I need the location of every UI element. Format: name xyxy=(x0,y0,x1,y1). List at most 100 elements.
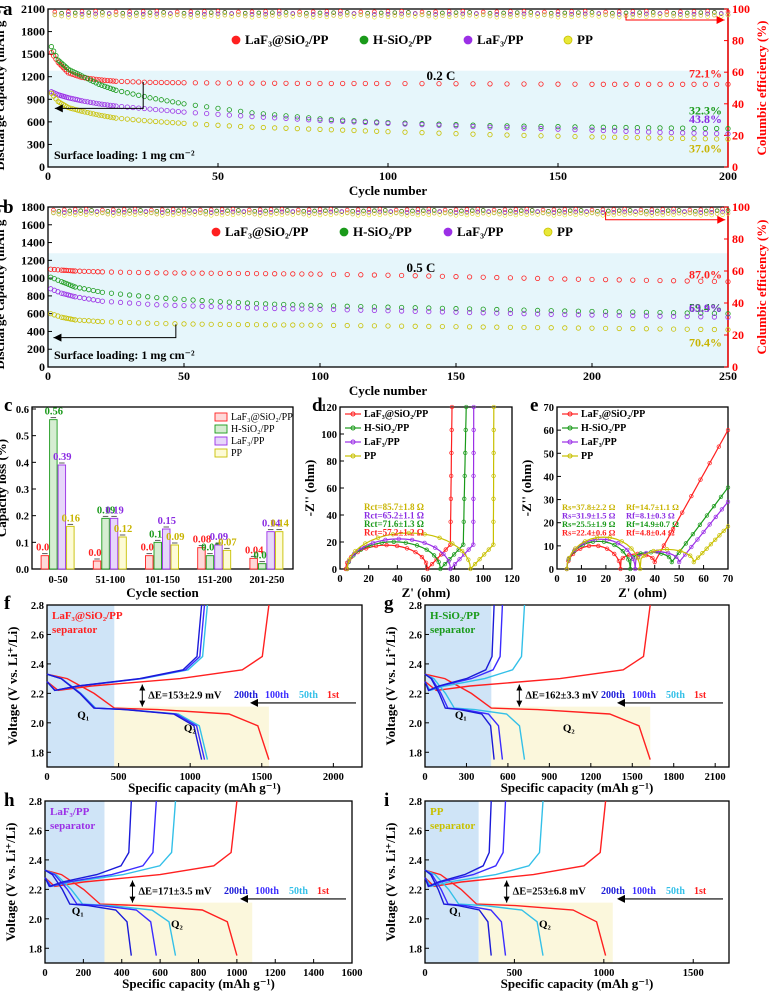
data-point xyxy=(385,129,391,135)
ce-point xyxy=(301,209,306,214)
y-tick-label: 1200 xyxy=(21,70,45,84)
ce-point xyxy=(600,210,606,215)
data-point xyxy=(145,301,151,307)
ce-point xyxy=(508,208,513,214)
nyquist-point xyxy=(413,549,418,555)
data-point xyxy=(412,273,418,279)
data-point xyxy=(480,324,486,330)
nyquist-point xyxy=(462,473,467,479)
ce-point xyxy=(637,13,642,18)
ce-point xyxy=(630,9,636,14)
data-point xyxy=(281,322,287,328)
x-tick-label: 0 xyxy=(422,968,427,979)
nyquist-point xyxy=(363,541,368,546)
ce-point xyxy=(475,206,481,212)
data-point xyxy=(470,81,476,87)
retention-label: 43.8% xyxy=(689,112,722,126)
nyquist-point xyxy=(464,404,469,410)
data-point xyxy=(172,321,178,327)
data-point xyxy=(217,299,223,305)
data-point xyxy=(253,305,260,311)
ce-point xyxy=(351,14,357,19)
ce-point xyxy=(714,211,720,216)
ce-point xyxy=(208,207,214,213)
ce-point xyxy=(208,210,214,215)
data-point xyxy=(371,304,377,310)
ce-point xyxy=(86,10,92,15)
ce-point xyxy=(159,207,165,213)
nyquist-point xyxy=(698,477,703,482)
data-point xyxy=(385,304,391,310)
ce-point xyxy=(600,207,606,213)
nyquist-point xyxy=(713,537,718,542)
ce-point xyxy=(154,14,160,19)
data-point xyxy=(725,279,731,285)
data-point xyxy=(283,115,289,122)
ce-point xyxy=(331,10,336,15)
y-axis-title: Voltage (V vs. Li⁺/Li) xyxy=(383,823,398,942)
y-tick-label: 1600 xyxy=(21,218,45,232)
data-point xyxy=(453,131,459,137)
y-tick-label: 2.2 xyxy=(29,885,42,896)
bar-value-label: 0.19 xyxy=(105,505,123,516)
nyquist-point xyxy=(700,550,705,556)
data-point xyxy=(124,116,130,122)
nyquist-point xyxy=(438,566,443,572)
data-point xyxy=(385,308,391,314)
ce-point xyxy=(242,11,248,16)
data-point xyxy=(698,326,704,332)
nyquist-point xyxy=(466,557,471,562)
nyquist-point xyxy=(433,545,438,550)
ce-point xyxy=(440,10,445,16)
x-axis-title: Specific capacity (mAh g⁻¹) xyxy=(122,976,275,991)
panel-c: 0.00.10.20.30.40.50.60.050.560.390.160-5… xyxy=(0,395,294,600)
data-point xyxy=(698,278,704,284)
ce-point xyxy=(62,213,67,218)
data-point xyxy=(487,124,493,130)
series-1 xyxy=(48,274,731,317)
ce-point xyxy=(236,208,241,213)
cycle-label: 200th xyxy=(224,886,248,897)
y-tick-label: 80 xyxy=(327,457,338,468)
data-point xyxy=(725,314,731,320)
data-point xyxy=(657,129,663,135)
ce-point xyxy=(202,12,207,17)
data-point xyxy=(412,323,418,329)
nyquist-point xyxy=(691,559,696,565)
x-axis-title: Z' (ohm) xyxy=(618,585,667,600)
ce-point xyxy=(671,11,676,16)
y-tick-label: 2.0 xyxy=(29,915,42,926)
ce-point xyxy=(705,14,710,19)
y-tick-label: 100 xyxy=(321,430,337,441)
nyquist-point xyxy=(449,473,454,479)
nyquist-point xyxy=(711,504,717,509)
data-point xyxy=(204,104,210,110)
ce-point xyxy=(149,210,154,216)
x-tick-label: 1800 xyxy=(663,772,684,783)
ce-point xyxy=(176,208,181,214)
nyquist-point xyxy=(463,450,468,456)
x-tick-label: 0 xyxy=(422,772,427,783)
data-point xyxy=(294,114,300,120)
data-point xyxy=(358,307,364,313)
data-point xyxy=(548,325,554,331)
ce-point xyxy=(323,208,328,214)
x-tick-label: 200 xyxy=(719,169,737,183)
retention-label: 72.1% xyxy=(689,66,722,80)
data-point xyxy=(48,44,55,50)
data-point xyxy=(127,300,133,306)
ce-point xyxy=(192,212,198,217)
ce-point xyxy=(165,211,170,217)
y2-tick-label: 40 xyxy=(732,97,744,111)
data-point xyxy=(385,120,391,126)
ce-point xyxy=(548,13,554,19)
data-point xyxy=(521,307,527,313)
data-point xyxy=(521,125,527,131)
data-point xyxy=(702,81,708,87)
data-point xyxy=(317,306,323,312)
ce-point xyxy=(270,13,275,18)
y-axis-title: Discharge capacity (mAh g⁻¹) xyxy=(0,205,7,370)
data-point xyxy=(630,277,636,283)
ce-point xyxy=(573,212,578,218)
ce-point xyxy=(433,14,438,20)
